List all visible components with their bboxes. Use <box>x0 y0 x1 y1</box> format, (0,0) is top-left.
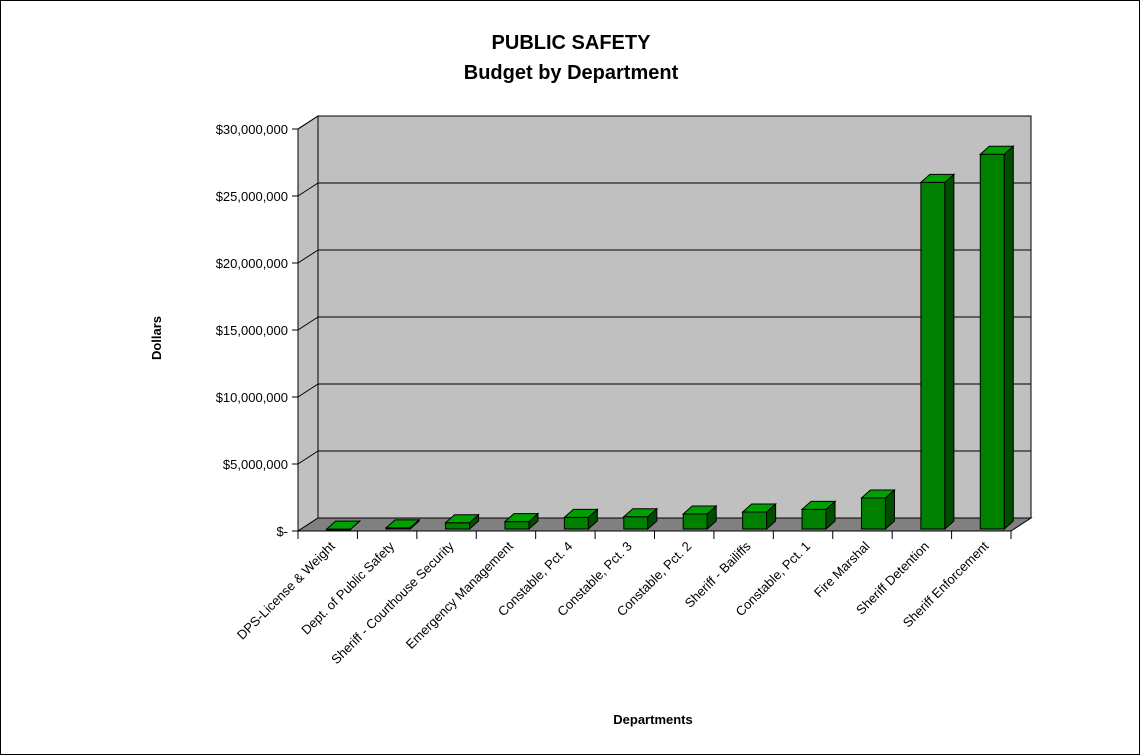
y-axis-title: Dollars <box>149 316 164 360</box>
bar-front <box>920 181 946 530</box>
x-category-label: DPS-License & Weight <box>234 538 338 642</box>
bar <box>325 519 362 531</box>
bar-top <box>325 520 362 530</box>
gridline-side <box>297 249 319 264</box>
bar <box>563 508 599 531</box>
gridline-side <box>297 383 319 398</box>
y-tick-label: $- <box>276 524 288 539</box>
bar-top <box>978 145 1015 155</box>
bar <box>384 518 421 531</box>
y-tick-label: $20,000,000 <box>216 256 288 271</box>
gridline-side <box>297 316 319 331</box>
bar-top <box>384 519 421 529</box>
bar-front <box>563 516 589 530</box>
bar-front <box>445 522 471 530</box>
bar <box>681 504 718 531</box>
bar-top <box>919 173 956 183</box>
bar-top <box>622 508 659 518</box>
y-tick-label: $25,000,000 <box>216 189 288 204</box>
bar-front <box>682 513 708 530</box>
bar-top <box>444 514 480 524</box>
gridline-side <box>297 450 319 465</box>
bar-top <box>681 505 718 515</box>
bar-top <box>741 503 777 513</box>
bar <box>800 500 837 531</box>
bar-front <box>801 508 827 530</box>
y-tick-label: $10,000,000 <box>216 390 288 405</box>
x-category-label: Emergency Management <box>403 538 517 652</box>
bar-front <box>860 497 886 530</box>
bar <box>503 512 540 531</box>
gridline-side <box>297 115 319 130</box>
bar <box>444 513 480 531</box>
bar-front <box>979 153 1005 530</box>
bar <box>741 502 777 531</box>
y-axis-ticks: $- $5,000,000 $10,000,000 $15,000,000 $20,00… <box>216 122 298 539</box>
bar-side <box>1003 145 1014 531</box>
bar-top <box>800 500 837 510</box>
bar <box>978 145 1015 531</box>
bar-side <box>944 173 955 531</box>
x-category-label: Fire Marshal <box>811 538 873 600</box>
bar-front <box>623 516 649 530</box>
gridline-side <box>297 182 319 197</box>
bar <box>860 488 896 531</box>
x-axis-title: Departments <box>613 712 692 727</box>
bar-top <box>860 489 896 499</box>
bars <box>325 145 1015 531</box>
y-tick-label: $5,000,000 <box>223 457 288 472</box>
bar <box>622 507 659 531</box>
bar-top <box>503 513 540 523</box>
bar <box>919 173 956 531</box>
x-category-label: Sheriff - Courthouse Security <box>328 538 457 667</box>
bar-front <box>742 511 768 530</box>
y-tick-label: $15,000,000 <box>216 323 288 338</box>
bar-top <box>563 508 599 518</box>
bar-front <box>504 521 530 530</box>
y-tick-label: $30,000,000 <box>216 122 288 137</box>
chart-subtitle: Budget by Department <box>464 62 679 84</box>
chart-title: PUBLIC SAFETY <box>492 32 652 54</box>
